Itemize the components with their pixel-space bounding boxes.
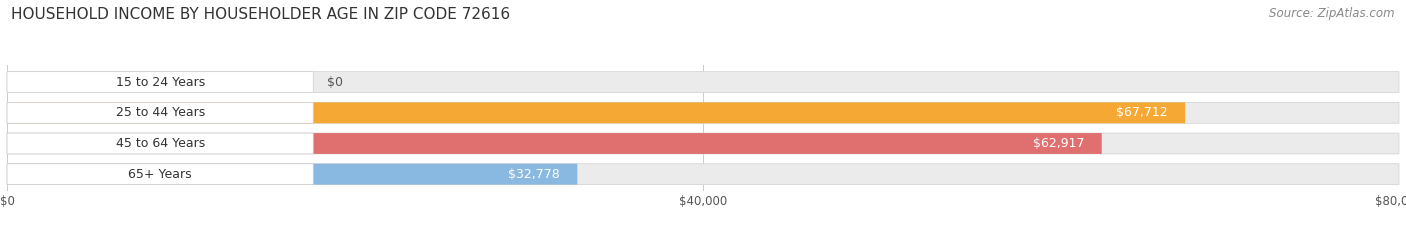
Text: $67,712: $67,712 xyxy=(1116,106,1168,119)
FancyBboxPatch shape xyxy=(7,102,1399,123)
FancyBboxPatch shape xyxy=(7,72,314,93)
Text: $0: $0 xyxy=(328,76,343,89)
FancyBboxPatch shape xyxy=(7,72,1399,93)
FancyBboxPatch shape xyxy=(7,133,1102,154)
Text: HOUSEHOLD INCOME BY HOUSEHOLDER AGE IN ZIP CODE 72616: HOUSEHOLD INCOME BY HOUSEHOLDER AGE IN Z… xyxy=(11,7,510,22)
FancyBboxPatch shape xyxy=(7,102,1185,123)
FancyBboxPatch shape xyxy=(7,164,1399,185)
FancyBboxPatch shape xyxy=(7,164,578,185)
FancyBboxPatch shape xyxy=(7,164,314,185)
Text: 25 to 44 Years: 25 to 44 Years xyxy=(115,106,205,119)
Text: 15 to 24 Years: 15 to 24 Years xyxy=(115,76,205,89)
FancyBboxPatch shape xyxy=(7,133,1399,154)
Text: 45 to 64 Years: 45 to 64 Years xyxy=(115,137,205,150)
FancyBboxPatch shape xyxy=(7,133,314,154)
Text: $62,917: $62,917 xyxy=(1033,137,1084,150)
Text: Source: ZipAtlas.com: Source: ZipAtlas.com xyxy=(1270,7,1395,20)
Text: 65+ Years: 65+ Years xyxy=(128,168,193,181)
FancyBboxPatch shape xyxy=(7,102,314,123)
Text: $32,778: $32,778 xyxy=(508,168,560,181)
